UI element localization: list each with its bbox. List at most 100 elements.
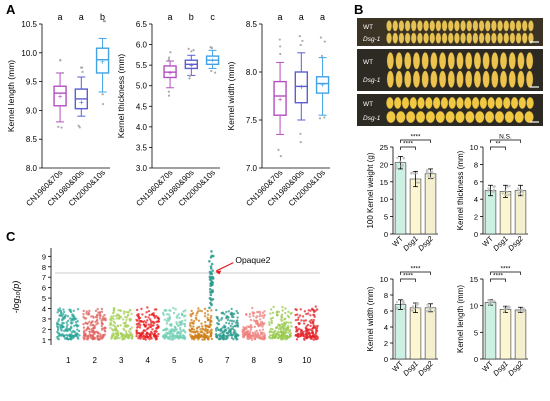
snp-point bbox=[312, 320, 315, 324]
kernel bbox=[478, 20, 485, 32]
snp-point bbox=[254, 332, 257, 336]
snp-point bbox=[56, 325, 59, 328]
snp-point bbox=[287, 335, 290, 339]
snp-point bbox=[306, 312, 310, 315]
snp-point bbox=[178, 326, 182, 330]
kernel bbox=[425, 97, 433, 109]
snp-point bbox=[87, 327, 91, 331]
snp-point bbox=[112, 320, 116, 324]
kernel bbox=[518, 97, 526, 109]
snp-point bbox=[141, 331, 144, 334]
kernel bbox=[528, 20, 534, 32]
snp-point bbox=[56, 337, 59, 340]
snp-point bbox=[138, 323, 142, 327]
snp-point bbox=[156, 335, 159, 338]
snp-point bbox=[255, 335, 259, 338]
snp-point bbox=[225, 316, 228, 320]
y-tick-label: 10 bbox=[470, 143, 478, 152]
y-tick-label: 2 bbox=[42, 325, 46, 334]
snp-point bbox=[84, 317, 88, 320]
photo-label-wt: WT bbox=[363, 101, 373, 108]
snp-point bbox=[71, 317, 74, 320]
snp-point bbox=[287, 316, 291, 319]
snp-point bbox=[166, 328, 169, 331]
outlier-point bbox=[301, 39, 304, 43]
snp-point bbox=[163, 337, 166, 340]
snp-point bbox=[85, 310, 89, 313]
snp-point bbox=[73, 315, 76, 319]
outlier-point bbox=[211, 46, 214, 50]
kernel bbox=[482, 52, 490, 70]
kernel bbox=[404, 20, 411, 32]
kernel bbox=[447, 52, 455, 70]
y-tick-label: 3.5 bbox=[136, 143, 148, 152]
bar bbox=[514, 309, 527, 360]
outlier-point bbox=[59, 58, 62, 62]
snp-point bbox=[303, 310, 307, 313]
kernel bbox=[524, 111, 534, 123]
snp-point bbox=[66, 319, 70, 323]
peak-snp-point bbox=[210, 283, 214, 287]
snp-point bbox=[232, 325, 235, 328]
data-point bbox=[398, 160, 402, 163]
peak-snp-point bbox=[210, 280, 214, 284]
snp-point bbox=[170, 335, 173, 338]
outlier-point bbox=[103, 20, 107, 23]
snp-point bbox=[261, 328, 265, 331]
snp-point bbox=[110, 316, 114, 320]
snp-point bbox=[209, 334, 213, 337]
y-tick-label: 5.0 bbox=[136, 82, 148, 91]
snp-point bbox=[144, 338, 147, 341]
snp-point bbox=[233, 335, 237, 338]
snp-point bbox=[249, 328, 253, 331]
kernel bbox=[503, 32, 509, 44]
snp-point bbox=[256, 331, 260, 335]
mean-marker: + bbox=[79, 98, 84, 107]
snp-point bbox=[201, 328, 205, 331]
kernel bbox=[522, 32, 528, 44]
snp-point bbox=[194, 316, 198, 320]
y-tick-label: 9.5 bbox=[26, 78, 38, 87]
snp-point bbox=[145, 311, 148, 314]
kernel bbox=[508, 70, 516, 88]
snp-point bbox=[82, 323, 85, 326]
data-point bbox=[493, 299, 496, 303]
snp-point bbox=[112, 314, 115, 318]
outlier-point bbox=[214, 71, 217, 74]
snp-point bbox=[272, 331, 275, 335]
kernel bbox=[485, 111, 495, 123]
significance-bracket bbox=[490, 139, 521, 143]
snp-point bbox=[221, 330, 225, 333]
snp-point bbox=[100, 337, 103, 340]
snp-point bbox=[307, 328, 310, 332]
y-tick-label: 4.5 bbox=[136, 102, 148, 111]
data-point bbox=[403, 307, 406, 310]
kernel bbox=[413, 52, 420, 70]
significance-label: **** bbox=[493, 273, 504, 280]
snp-point bbox=[98, 314, 102, 318]
kernel bbox=[430, 52, 438, 70]
snp-point bbox=[131, 333, 134, 336]
snp-point bbox=[275, 333, 279, 336]
snp-point bbox=[314, 327, 318, 331]
data-point bbox=[489, 300, 493, 303]
snp-point bbox=[182, 310, 185, 313]
significance-letter: a bbox=[278, 12, 283, 22]
snp-point bbox=[235, 309, 238, 313]
snp-point bbox=[249, 318, 253, 322]
snp-point bbox=[270, 321, 273, 325]
snp-point bbox=[184, 309, 187, 312]
y-tick-label: 4 bbox=[384, 323, 388, 332]
snp-point bbox=[192, 325, 195, 328]
peak-snp-point bbox=[209, 276, 213, 279]
snp-point bbox=[128, 317, 132, 321]
snp-point bbox=[179, 320, 182, 323]
data-point bbox=[411, 177, 414, 181]
snp-point bbox=[182, 322, 185, 326]
data-point bbox=[431, 170, 434, 174]
snp-point bbox=[129, 328, 132, 331]
